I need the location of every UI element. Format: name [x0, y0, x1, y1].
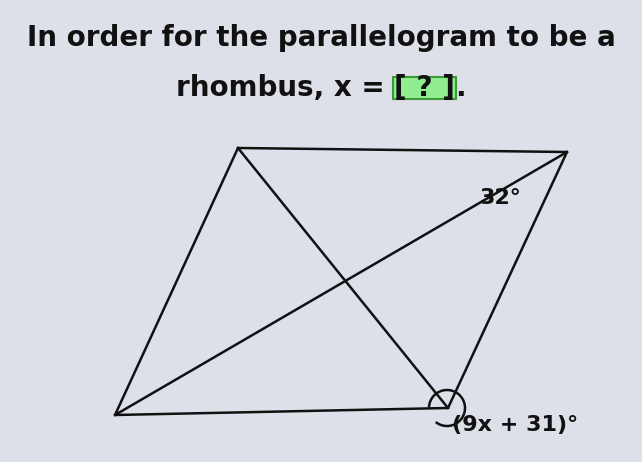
Text: In order for the parallelogram to be a: In order for the parallelogram to be a	[26, 24, 616, 52]
Text: [ ? ]: [ ? ]	[394, 74, 455, 102]
FancyBboxPatch shape	[394, 77, 456, 99]
Text: rhombus, x =: rhombus, x =	[176, 74, 394, 102]
Text: (9x + 31)°: (9x + 31)°	[452, 415, 578, 435]
Text: 32°: 32°	[480, 188, 522, 208]
Text: .: .	[455, 74, 466, 102]
